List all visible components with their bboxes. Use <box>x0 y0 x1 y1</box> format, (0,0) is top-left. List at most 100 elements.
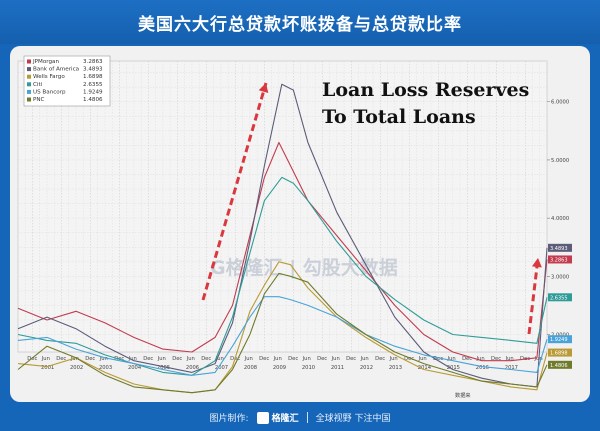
x-month-label: Dec <box>27 356 37 362</box>
end-value-badge <box>548 255 572 264</box>
arrow-up-recent-icon <box>527 257 540 335</box>
end-value-badge <box>548 360 572 369</box>
x-month-label: Jun <box>534 356 543 362</box>
x-month-label: Jun <box>389 356 398 362</box>
footer-divider <box>306 412 308 423</box>
end-value-label: 2.6355 <box>550 295 568 301</box>
x-year-label: 2002 <box>70 365 83 371</box>
x-year-label: 2003 <box>99 365 112 371</box>
x-month-label: Jun <box>447 356 456 362</box>
x-year-label: 2005 <box>157 365 170 371</box>
x-month-label: Jun <box>99 356 108 362</box>
footer: 图片制作: 格隆汇 全球视野 下注中国 <box>0 404 600 431</box>
legend-swatch <box>27 82 31 87</box>
x-year-label: 2014 <box>418 365 432 371</box>
end-value-badge <box>548 348 572 357</box>
x-month-label: Jun <box>215 356 224 362</box>
y-tick-label: 4.0000 <box>551 216 569 222</box>
x-month-label: Dec <box>56 356 66 362</box>
legend-label: Citi <box>33 82 43 88</box>
x-year-label: 2009 <box>273 365 286 371</box>
legend-box <box>23 55 111 107</box>
x-year-label: 2007 <box>215 365 228 371</box>
x-year-label: 2006 <box>186 365 199 371</box>
x-year-label: 2013 <box>389 365 402 371</box>
x-month-label: Dec <box>346 356 356 362</box>
x-month-label: Jun <box>157 356 166 362</box>
chart-card: G格隆汇 | 勾股大数据2.00003.00004.00005.00006.00… <box>10 46 590 402</box>
plot-area <box>17 60 548 353</box>
legend-swatch <box>27 59 31 64</box>
legend-value: 2.6355 <box>83 82 103 88</box>
legend-label: JPMorgan <box>32 59 59 65</box>
footer-slogan: 全球视野 下注中国 <box>315 414 391 424</box>
x-month-label: Jun <box>128 356 137 362</box>
legend-label: US Bancorp <box>33 89 66 95</box>
x-month-label: Jun <box>244 356 253 362</box>
x-year-label: 2012 <box>360 365 373 371</box>
y-tick-label: 3.0000 <box>551 274 569 280</box>
footer-source-label: 图片制作: <box>209 414 249 424</box>
banner: 美国六大行总贷款坏账拨备与总贷款比率 <box>0 0 600 44</box>
x-month-label: Dec <box>201 356 211 362</box>
x-year-label: 2011 <box>331 365 344 371</box>
series-line-wells-fargo <box>17 261 548 394</box>
x-month-label: Jun <box>505 356 514 362</box>
end-value-label: 3.2863 <box>550 257 568 263</box>
end-value-label: 1.4806 <box>550 363 568 369</box>
x-year-label: 2016 <box>476 365 489 371</box>
x-month-label: Jun <box>273 356 282 362</box>
legend-label: Wells Fargo <box>33 74 65 80</box>
x-month-label: Dec <box>143 356 153 362</box>
legend-label: Bank of America <box>33 67 79 73</box>
end-value-badge <box>548 293 572 302</box>
x-month-label: Jun <box>476 356 485 362</box>
legend-value: 1.4806 <box>83 97 103 103</box>
banner-title: 美国六大行总贷款坏账拨备与总贷款比率 <box>138 14 462 35</box>
arrow-up-recent-icon-head <box>531 258 542 268</box>
chart-title-line: To Total Loans <box>322 106 476 128</box>
x-month-label: Jun <box>360 356 369 362</box>
end-value-badge <box>548 243 572 252</box>
x-month-label: Dec <box>172 356 182 362</box>
x-month-label: Dec <box>317 356 327 362</box>
x-month-label: Dec <box>462 356 472 362</box>
legend-swatch <box>27 89 31 94</box>
watermark-text: G格隆汇 | 勾股大数据 <box>210 256 398 279</box>
legend-value: 1.6898 <box>83 74 103 80</box>
x-month-label: Dec <box>375 356 385 362</box>
end-value-label: 1.9249 <box>550 337 568 343</box>
series-line-us-bancorp <box>17 296 548 376</box>
x-month-label: Jun <box>70 356 79 362</box>
legend-value: 3.2863 <box>83 59 103 65</box>
x-year-label: 2004 <box>128 365 142 371</box>
x-month-label: Dec <box>85 356 95 362</box>
x-month-label: Jun <box>41 356 50 362</box>
legend-swatch <box>27 74 31 79</box>
arrow-up-crisis-icon <box>201 82 268 301</box>
end-value-badge <box>548 335 572 344</box>
loan-loss-chart: G格隆汇 | 勾股大数据2.00003.00004.00005.00006.00… <box>17 55 572 399</box>
footer-brand: 格隆汇 <box>256 411 299 424</box>
x-year-label: 2010 <box>302 365 315 371</box>
series-line-citi <box>17 176 548 376</box>
x-year-label: 2017 <box>505 365 518 371</box>
legend-value: 3.4893 <box>83 67 103 73</box>
x-month-label: Dec <box>288 356 298 362</box>
x-year-label: 2001 <box>41 365 54 371</box>
legend-swatch <box>27 97 31 102</box>
x-month-label: Dec <box>404 356 414 362</box>
x-truncated-label: 数据来 <box>455 391 471 399</box>
x-month-label: Jun <box>418 356 427 362</box>
legend-swatch <box>27 67 31 72</box>
x-month-label: Jun <box>186 356 195 362</box>
x-month-label: Dec <box>433 356 443 362</box>
brand-logo-icon <box>256 411 269 424</box>
series-line-jpmorgan <box>17 141 548 362</box>
footer-brand-name: 格隆汇 <box>271 414 299 424</box>
legend-label: PNC <box>33 97 45 103</box>
y-tick-label: 5.0000 <box>551 158 569 164</box>
end-value-label: 3.4893 <box>550 246 568 252</box>
chart-title-line: Loan Loss Reserves <box>322 79 529 101</box>
x-month-label: Jun <box>331 356 340 362</box>
